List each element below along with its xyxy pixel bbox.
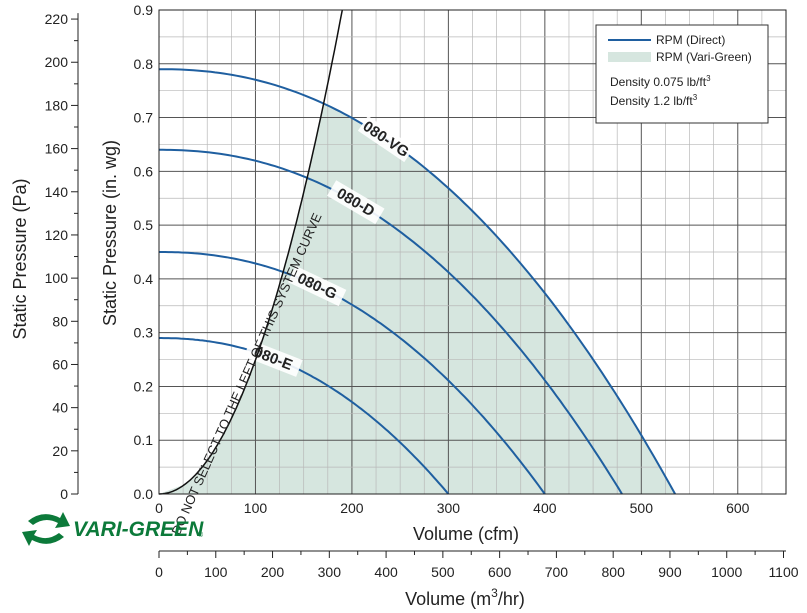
x2-axis-title-suffix: /hr) bbox=[498, 589, 525, 609]
pa-tick-label: 220 bbox=[45, 11, 69, 27]
fan-curve-080-d bbox=[159, 148, 623, 495]
fan-curve-080-e bbox=[159, 337, 450, 495]
legend-density-note: Density 0.075 lb/ft3 bbox=[610, 74, 711, 89]
fan-curve-080-vg bbox=[159, 68, 676, 495]
y-tick-label: 0.5 bbox=[134, 217, 154, 233]
legend-item-label: RPM (Vari-Green) bbox=[656, 50, 752, 64]
pa-tick-label: 200 bbox=[45, 54, 69, 70]
x-tick-label: 400 bbox=[533, 500, 557, 516]
logo-wordmark: VARI-GREEN bbox=[73, 518, 204, 541]
pa-tick-label: 0 bbox=[60, 486, 68, 502]
legend-item-label: RPM (Direct) bbox=[656, 33, 725, 47]
pa-tick-label: 80 bbox=[52, 313, 68, 329]
fan-curve-label-bg bbox=[288, 265, 347, 307]
x2-axis-title-m3hr: Volume (m3/hr) bbox=[405, 586, 525, 609]
m3hr-tick-label: 400 bbox=[374, 564, 398, 580]
m3hr-tick-label: 800 bbox=[602, 564, 626, 580]
pa-tick-label: 180 bbox=[45, 97, 69, 113]
y-axis-title-inwg: Static Pressure (in. wg) bbox=[100, 140, 120, 326]
pa-tick-label: 100 bbox=[45, 270, 69, 286]
m3hr-tick-label: 0 bbox=[155, 564, 163, 580]
y-tick-label: 0.2 bbox=[134, 378, 154, 394]
pa-tick-label: 60 bbox=[52, 356, 68, 372]
y-tick-label: 0.6 bbox=[134, 163, 154, 179]
x-tick-label: 600 bbox=[726, 500, 750, 516]
m3hr-tick-label: 1000 bbox=[711, 564, 742, 580]
m3hr-tick-label: 200 bbox=[261, 564, 285, 580]
legend-density-note: Density 1.2 lb/ft3 bbox=[610, 93, 698, 108]
arrows-cycle-icon bbox=[22, 512, 70, 546]
x2-axis-title-sup: 3 bbox=[491, 586, 498, 600]
m3hr-tick-label: 700 bbox=[545, 564, 569, 580]
y-tick-label: 0.1 bbox=[134, 432, 154, 448]
x-tick-label: 300 bbox=[437, 500, 461, 516]
vari-green-region bbox=[159, 103, 676, 494]
pa-tick-label: 40 bbox=[52, 400, 68, 416]
y-tick-label: 0.8 bbox=[134, 56, 154, 72]
x-tick-label: 100 bbox=[244, 500, 268, 516]
chart-axes: 0.00.10.20.30.40.50.60.70.80.90 100 200 300… bbox=[45, 2, 799, 580]
m3hr-tick-label: 100 bbox=[204, 564, 228, 580]
m3hr-tick-label: 900 bbox=[658, 564, 682, 580]
system-curve-line bbox=[158, 9, 344, 495]
vari-green-area bbox=[159, 103, 676, 494]
y-tick-label: 0.7 bbox=[134, 110, 154, 126]
y-axis-title-pa: Static Pressure (Pa) bbox=[10, 178, 30, 339]
m3hr-tick-label: 500 bbox=[431, 564, 455, 580]
fan-curve-label-bg bbox=[327, 180, 385, 225]
m3hr-tick-label: 600 bbox=[488, 564, 512, 580]
fan-curve-080-g bbox=[159, 251, 546, 495]
y-tick-label: 0.0 bbox=[134, 486, 154, 502]
x-axis-title-cfm: Volume (cfm) bbox=[413, 524, 519, 544]
x-tick-label: 200 bbox=[340, 500, 364, 516]
y-tick-label: 0.3 bbox=[134, 325, 154, 341]
m3hr-tick-label: 300 bbox=[318, 564, 342, 580]
y-tick-label: 0.9 bbox=[134, 2, 154, 18]
pa-tick-label: 20 bbox=[52, 443, 68, 459]
legend: RPM (Direct) RPM (Vari-Green) Density 0.07… bbox=[595, 24, 769, 124]
legend-box bbox=[595, 24, 769, 124]
vari-green-logo: VARI-GREEN ® bbox=[22, 512, 204, 546]
pa-tick-label: 120 bbox=[45, 227, 69, 243]
plot-frame bbox=[158, 9, 787, 495]
x-tick-label: 0 bbox=[155, 500, 163, 516]
pa-tick-label: 140 bbox=[45, 184, 69, 200]
x2-axis-title-prefix: Volume (m bbox=[405, 589, 491, 609]
x-tick-label: 500 bbox=[630, 500, 654, 516]
legend-swatch-fill bbox=[608, 52, 651, 62]
fan-curve-label-bg bbox=[357, 115, 415, 163]
y-tick-label: 0.4 bbox=[134, 271, 154, 287]
m3hr-tick-label: 1100 bbox=[768, 564, 798, 580]
logo-registered-mark: ® bbox=[198, 531, 204, 539]
pa-tick-label: 160 bbox=[45, 141, 69, 157]
